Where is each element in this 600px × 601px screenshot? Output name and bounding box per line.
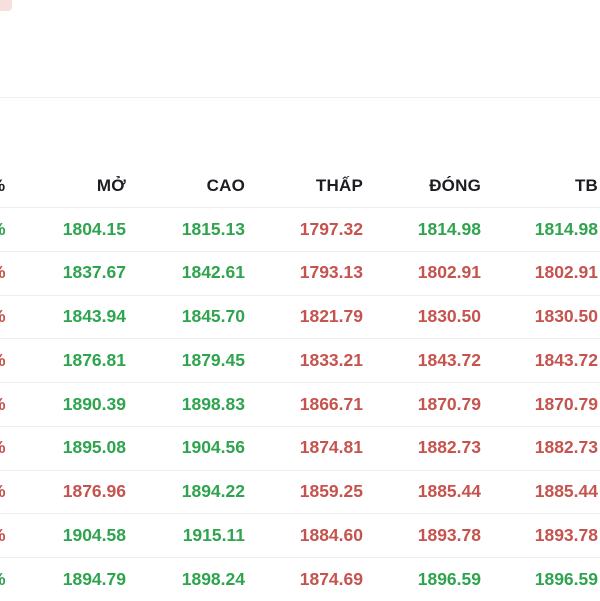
price-cell: 1859.25: [299, 481, 363, 502]
percent-glyph: %: [0, 483, 6, 501]
table-row[interactable]: % 1895.08 1904.56 1874.81 1882.73 1882.7…: [0, 425, 600, 470]
pct-cell: %: [0, 571, 13, 589]
table-row[interactable]: % 1894.79 1898.24 1874.69 1896.59 1896.5…: [0, 557, 600, 601]
table-header-row: % MỞ CAO THẤP ĐÓNG TB: [0, 163, 600, 207]
pct-cell: %: [0, 439, 13, 457]
price-cell: 1879.45: [181, 349, 245, 370]
column-header-high: CAO: [206, 175, 245, 195]
price-cell: 1894.79: [62, 568, 126, 589]
price-cell: 1802.91: [417, 262, 481, 283]
percent-glyph: %: [0, 221, 6, 239]
table-row[interactable]: % 1876.96 1894.22 1859.25 1885.44 1885.4…: [0, 469, 600, 514]
price-cell: 1893.78: [534, 524, 598, 545]
price-cell: 1845.70: [181, 306, 245, 327]
price-cell: 1830.50: [534, 306, 598, 327]
price-cell: 1895.08: [62, 437, 126, 458]
table-row[interactable]: % 1837.67 1842.61 1793.13 1802.91 1802.9…: [0, 250, 600, 295]
column-header-percent: %: [0, 177, 13, 194]
pct-cell: %: [0, 221, 13, 239]
price-cell: 1915.11: [182, 524, 245, 545]
price-cell: 1874.69: [299, 568, 363, 589]
percent-glyph: %: [0, 264, 6, 282]
percent-glyph: %: [0, 571, 6, 589]
cutoff-red-fragment: [0, 0, 12, 11]
price-cell: 1876.96: [62, 481, 126, 502]
price-cell: 1904.56: [181, 437, 245, 458]
price-cell: 1896.59: [417, 568, 481, 589]
price-history-table: % MỞ CAO THẤP ĐÓNG TB % 1804.15 1815.13 …: [0, 163, 600, 601]
price-cell: 1843.72: [534, 349, 598, 370]
price-cell: 1896.59: [534, 568, 598, 589]
price-cell: 1870.79: [534, 393, 598, 414]
percent-glyph: %: [0, 527, 6, 545]
price-cell: 1885.44: [417, 481, 481, 502]
pct-cell: %: [0, 308, 13, 326]
price-cell: 1866.71: [299, 393, 363, 414]
price-cell: 1804.15: [62, 218, 126, 239]
pct-cell: %: [0, 264, 13, 282]
price-cell: 1882.73: [534, 437, 598, 458]
column-header-low: THẤP: [315, 175, 363, 195]
pct-cell: %: [0, 483, 13, 501]
table-row[interactable]: % 1904.58 1915.11 1884.60 1893.78 1893.7…: [0, 513, 600, 557]
price-cell: 1802.91: [534, 262, 598, 283]
section-divider: [0, 97, 600, 98]
percent-glyph: %: [0, 308, 6, 326]
table-row[interactable]: % 1804.15 1815.13 1797.32 1814.98 1814.9…: [0, 207, 600, 251]
price-cell: 1885.44: [534, 481, 598, 502]
price-cell: 1814.98: [534, 218, 598, 239]
table-row[interactable]: % 1890.39 1898.83 1866.71 1870.79 1870.7…: [0, 382, 600, 426]
price-cell: 1821.79: [299, 306, 363, 327]
price-cell: 1898.24: [181, 568, 245, 589]
percent-glyph: %: [0, 396, 6, 414]
table-body: % 1804.15 1815.13 1797.32 1814.98 1814.9…: [0, 207, 600, 601]
price-cell: 1843.94: [62, 306, 126, 327]
pct-cell: %: [0, 352, 13, 370]
table-row[interactable]: % 1843.94 1845.70 1821.79 1830.50 1830.5…: [0, 294, 600, 339]
pct-cell: %: [0, 396, 13, 414]
price-cell: 1904.58: [62, 524, 126, 545]
price-cell: 1876.81: [62, 349, 126, 370]
price-cell: 1842.61: [181, 262, 245, 283]
percent-glyph: %: [0, 352, 6, 370]
price-cell: 1893.78: [417, 524, 481, 545]
price-cell: 1882.73: [417, 437, 481, 458]
price-cell: 1870.79: [417, 393, 481, 414]
price-cell: 1884.60: [299, 524, 363, 545]
price-cell: 1833.21: [299, 349, 363, 370]
price-cell: 1898.83: [181, 393, 245, 414]
price-cell: 1890.39: [62, 393, 126, 414]
price-cell: 1814.98: [417, 218, 481, 239]
table-row[interactable]: % 1876.81 1879.45 1833.21 1843.72 1843.7…: [0, 338, 600, 382]
column-header-average: TB: [574, 175, 598, 195]
price-cell: 1843.72: [417, 349, 481, 370]
pct-cell: %: [0, 527, 13, 545]
price-cell: 1793.13: [299, 262, 363, 283]
percent-header-label: %: [0, 177, 5, 194]
price-cell: 1837.67: [62, 262, 126, 283]
price-cell: 1894.22: [181, 481, 245, 502]
price-cell: 1815.13: [181, 218, 245, 239]
price-cell: 1830.50: [417, 306, 481, 327]
price-cell: 1797.32: [299, 218, 363, 239]
column-header-close: ĐÓNG: [429, 175, 481, 195]
price-cell: 1874.81: [299, 437, 363, 458]
column-header-open: MỞ: [96, 175, 126, 195]
percent-glyph: %: [0, 439, 6, 457]
